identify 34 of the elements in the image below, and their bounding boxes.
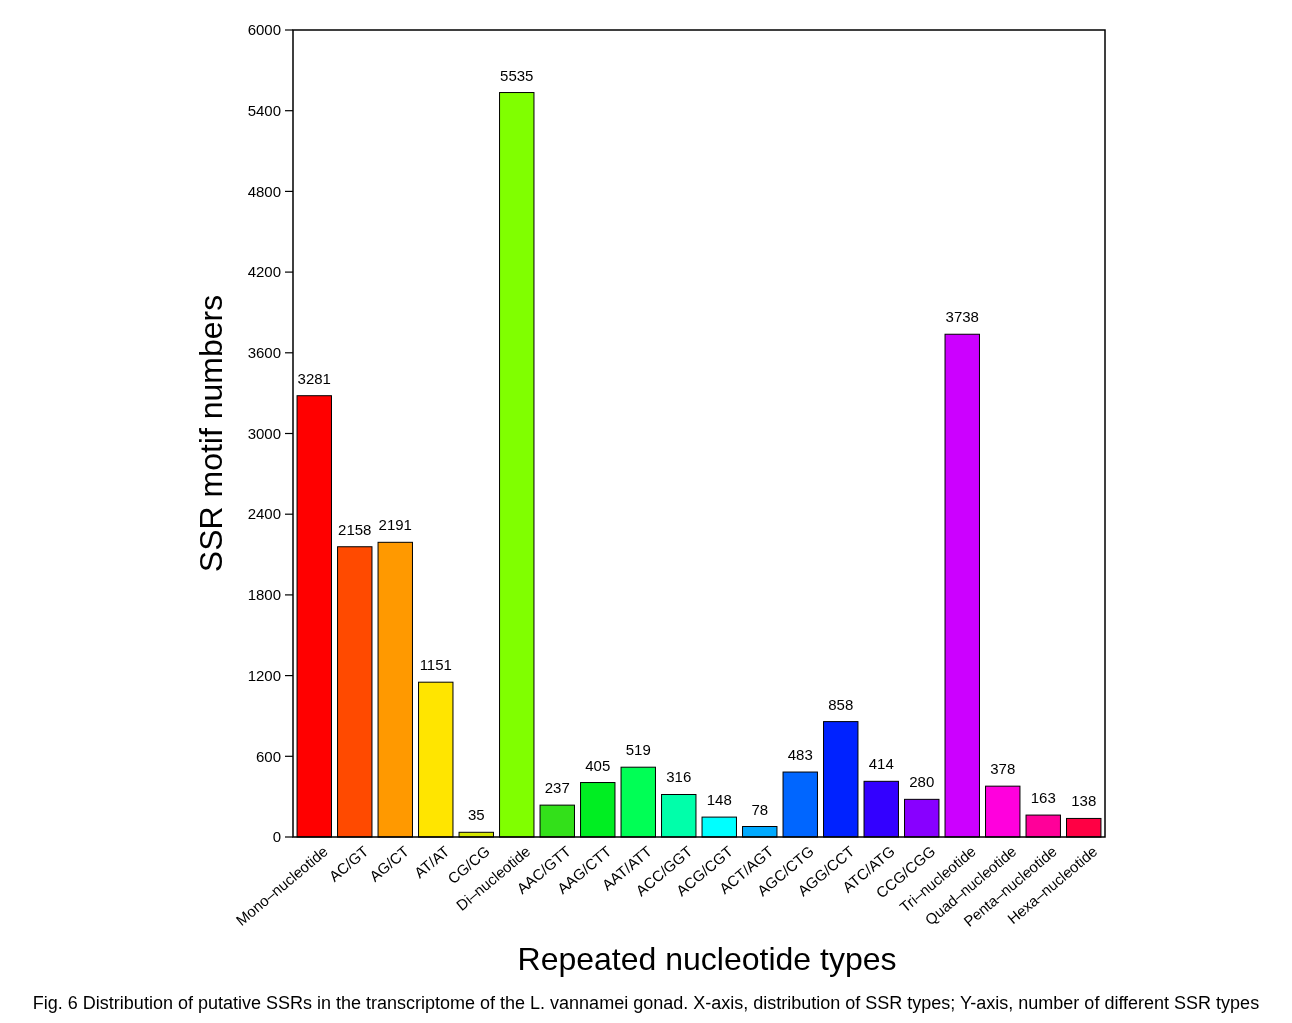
y-tick-label: 2400 xyxy=(247,505,281,523)
data-label: 2158 xyxy=(338,520,372,538)
y-tick-label: 600 xyxy=(255,747,281,765)
y-axis-title: SSR motif numbers xyxy=(193,294,229,573)
y-tick-label: 4800 xyxy=(247,182,281,200)
data-label: 280 xyxy=(909,773,935,791)
data-label: 5535 xyxy=(500,66,534,84)
x-axis-title: Repeated nucleotide types xyxy=(517,941,897,977)
data-label: 519 xyxy=(625,741,651,759)
y-tick-label: 4200 xyxy=(247,263,281,281)
data-label: 78 xyxy=(751,800,769,818)
y-tick-label: 5400 xyxy=(247,101,281,119)
data-label: 858 xyxy=(828,695,854,713)
data-label: 237 xyxy=(544,779,570,797)
data-label: 2191 xyxy=(378,516,412,534)
y-tick-label: 3600 xyxy=(247,344,281,362)
y-tick-label: 1200 xyxy=(247,666,281,684)
data-label: 378 xyxy=(990,760,1016,778)
y-tick-label: 1800 xyxy=(247,586,281,604)
data-label: 1151 xyxy=(419,656,452,674)
data-label: 316 xyxy=(666,768,692,786)
data-label: 3738 xyxy=(945,308,979,326)
y-tick-label: 3000 xyxy=(247,424,281,442)
data-label: 148 xyxy=(706,791,732,809)
data-label: 35 xyxy=(467,806,485,824)
y-tick-label: 6000 xyxy=(247,21,281,39)
data-label: 138 xyxy=(1071,792,1097,810)
data-label: 163 xyxy=(1030,789,1056,807)
y-tick-label: 0 xyxy=(272,828,281,846)
data-label: 3281 xyxy=(297,369,331,387)
data-label: 414 xyxy=(868,755,894,773)
caption: Fig. 6 Distribution of putative SSRs in the transcriptome of the L. vannamei gonad. X-axis, distribution of SSR types; Y-axis, number of different SSR types xyxy=(32,993,1260,1013)
data-label: 405 xyxy=(585,756,611,774)
data-label: 483 xyxy=(787,746,813,764)
